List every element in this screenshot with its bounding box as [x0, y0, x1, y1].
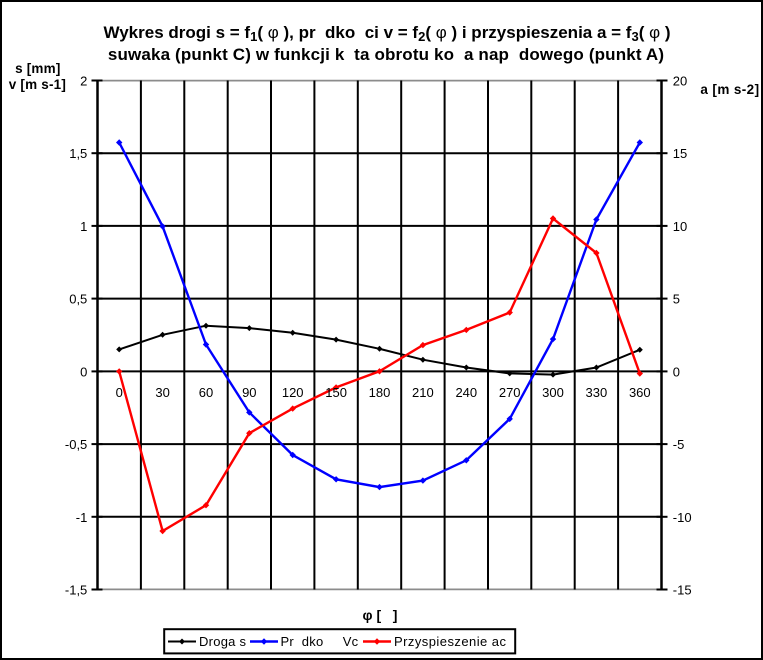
svg-text:Wykres drogi s = f1( φ ), pr: Wykres drogi s = f1( φ ), pr dko ci v = … — [103, 23, 670, 44]
svg-text:5: 5 — [673, 292, 680, 307]
svg-text:10: 10 — [673, 219, 687, 234]
svg-text:1,5: 1,5 — [69, 146, 87, 161]
svg-text:Przyspieszenie ac: Przyspieszenie ac — [394, 634, 506, 649]
svg-text:60: 60 — [199, 385, 213, 400]
svg-text:0: 0 — [116, 385, 123, 400]
svg-text:360: 360 — [629, 385, 651, 400]
svg-text:v [m s-1]: v [m s-1] — [9, 77, 66, 92]
svg-text:Droga s: Droga s — [199, 634, 247, 649]
svg-text:330: 330 — [586, 385, 608, 400]
svg-text:s [mm]: s [mm] — [15, 61, 60, 76]
svg-text:-1: -1 — [76, 510, 88, 525]
svg-text:-10: -10 — [673, 510, 692, 525]
svg-text:0: 0 — [80, 364, 87, 379]
svg-text:-5: -5 — [673, 437, 685, 452]
svg-text:15: 15 — [673, 146, 687, 161]
svg-text:-15: -15 — [673, 583, 692, 598]
svg-text:30: 30 — [155, 385, 169, 400]
svg-text:φ [ ]: φ [ ] — [363, 607, 398, 623]
svg-text:90: 90 — [242, 385, 256, 400]
svg-text:Pr dko Vc: Pr dko Vc — [281, 634, 359, 649]
svg-text:150: 150 — [325, 385, 347, 400]
svg-text:180: 180 — [369, 385, 391, 400]
svg-text:2: 2 — [80, 74, 87, 89]
svg-text:120: 120 — [282, 385, 304, 400]
svg-text:300: 300 — [542, 385, 564, 400]
svg-text:suwaka (punkt C) w funkcji k: suwaka (punkt C) w funkcji k ta obrotu k… — [108, 45, 664, 64]
svg-text:0,5: 0,5 — [69, 292, 87, 307]
svg-text:20: 20 — [673, 74, 687, 89]
svg-text:0: 0 — [673, 364, 680, 379]
svg-text:-0,5: -0,5 — [65, 437, 87, 452]
svg-text:a [m s-2]: a [m s-2] — [700, 82, 759, 97]
svg-text:1: 1 — [80, 219, 87, 234]
svg-text:210: 210 — [412, 385, 434, 400]
svg-text:270: 270 — [499, 385, 521, 400]
svg-text:-1,5: -1,5 — [65, 583, 87, 598]
svg-text:240: 240 — [455, 385, 477, 400]
